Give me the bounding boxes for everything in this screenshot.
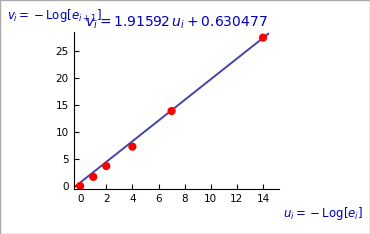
Point — [77, 184, 83, 188]
Title: $v_i=1.91592\,u_i + 0.630477$: $v_i=1.91592\,u_i + 0.630477$ — [85, 15, 268, 31]
Point — [130, 145, 135, 149]
Point — [169, 109, 175, 113]
Point — [103, 164, 109, 168]
Point — [260, 36, 266, 40]
Text: $u_i=-\mathrm{Log}[e_i]$: $u_i=-\mathrm{Log}[e_i]$ — [283, 205, 363, 222]
Text: $v_i=-\mathrm{Log}[e_{i+1}]$: $v_i=-\mathrm{Log}[e_{i+1}]$ — [7, 7, 102, 24]
Point — [90, 175, 96, 179]
